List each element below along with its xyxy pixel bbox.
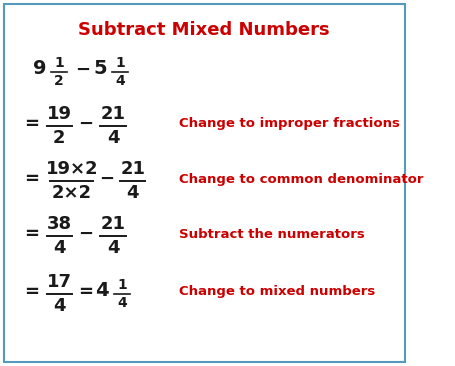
Text: Subtract Mixed Numbers: Subtract Mixed Numbers bbox=[78, 21, 329, 39]
Text: 2×2: 2×2 bbox=[52, 184, 92, 202]
Text: −: − bbox=[79, 115, 94, 133]
Text: Change to improper fractions: Change to improper fractions bbox=[179, 117, 400, 131]
Text: Change to mixed numbers: Change to mixed numbers bbox=[179, 285, 376, 299]
Text: −: − bbox=[79, 225, 94, 243]
Text: 4: 4 bbox=[53, 297, 66, 315]
Text: 1: 1 bbox=[54, 56, 64, 70]
Text: 21: 21 bbox=[120, 160, 145, 178]
Text: Change to common denominator: Change to common denominator bbox=[179, 172, 424, 186]
Text: =: = bbox=[24, 115, 39, 133]
Text: 4: 4 bbox=[115, 74, 125, 88]
Text: 1: 1 bbox=[117, 278, 127, 292]
Text: 4: 4 bbox=[107, 129, 119, 147]
Text: 4: 4 bbox=[96, 280, 109, 299]
Text: 9: 9 bbox=[33, 59, 46, 78]
Text: 2: 2 bbox=[54, 74, 64, 88]
Text: 4: 4 bbox=[117, 296, 127, 310]
Text: 21: 21 bbox=[101, 215, 126, 233]
Text: −: − bbox=[75, 61, 90, 79]
Text: 17: 17 bbox=[47, 273, 72, 291]
Text: −: − bbox=[99, 170, 114, 188]
Text: 19: 19 bbox=[47, 105, 72, 123]
Text: 1: 1 bbox=[115, 56, 125, 70]
Text: 21: 21 bbox=[101, 105, 126, 123]
Text: =: = bbox=[24, 225, 39, 243]
Text: 5: 5 bbox=[94, 59, 107, 78]
Text: 4: 4 bbox=[107, 239, 119, 257]
Text: =: = bbox=[79, 283, 94, 301]
Text: 38: 38 bbox=[47, 215, 72, 233]
Text: 4: 4 bbox=[53, 239, 66, 257]
Text: =: = bbox=[24, 283, 39, 301]
Text: =: = bbox=[24, 170, 39, 188]
Text: 2: 2 bbox=[53, 129, 66, 147]
Text: Subtract the numerators: Subtract the numerators bbox=[179, 228, 365, 240]
Text: 19×2: 19×2 bbox=[46, 160, 98, 178]
Text: 4: 4 bbox=[126, 184, 139, 202]
